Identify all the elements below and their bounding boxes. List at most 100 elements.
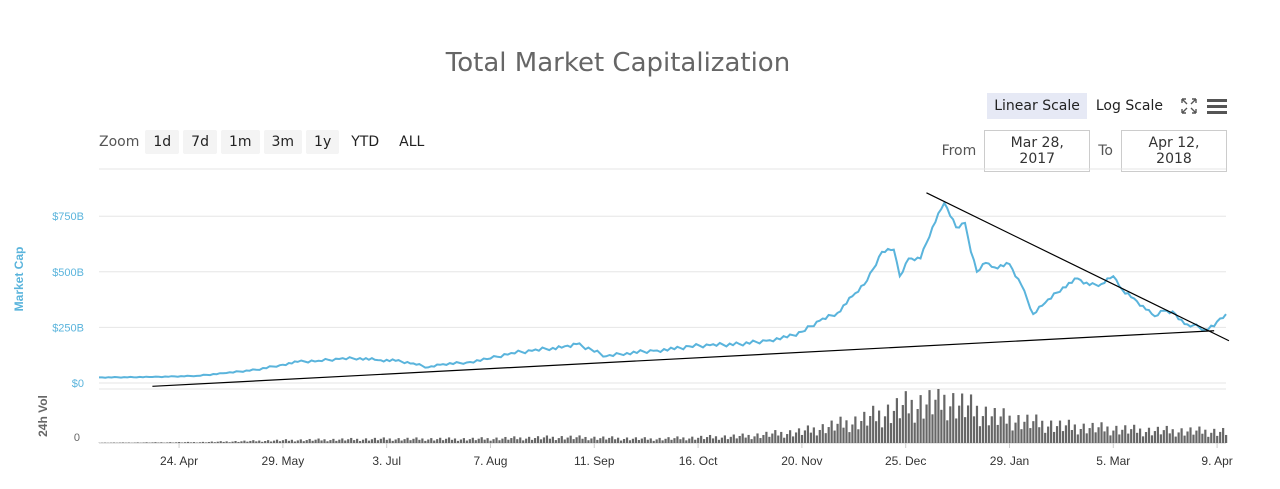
volume-bar [308, 438, 311, 443]
volume-bar [1159, 434, 1162, 443]
zoom-ytd-button[interactable]: YTD [351, 134, 380, 150]
volume-bar [975, 405, 979, 443]
volume-bar [409, 440, 412, 443]
volume-bar [771, 433, 774, 443]
volume-bar [1044, 432, 1047, 443]
volume-bar [628, 440, 632, 443]
zoom-1y-button[interactable]: 1y [306, 130, 340, 154]
volume-bar [931, 414, 934, 443]
volume-bar [741, 433, 744, 443]
volume-bar [1094, 432, 1097, 443]
volume-bar [978, 426, 982, 443]
volume-bar [566, 437, 569, 443]
volume-bar [548, 438, 551, 443]
log-scale-button[interactable]: Log Scale [1095, 98, 1163, 114]
zoom-3m-button[interactable]: 3m [263, 130, 303, 154]
volume-bar [151, 442, 154, 443]
x-tick-label: 16. Oct [679, 454, 718, 468]
volume-bar [1050, 420, 1053, 443]
y-tick-label: $500B [52, 267, 84, 279]
volume-bar [246, 441, 249, 443]
volume-bar [738, 435, 741, 443]
volume-bar [794, 432, 798, 443]
x-tick-label: 20. Nov [781, 454, 822, 468]
volume-bar [747, 434, 750, 443]
linear-scale-button[interactable]: Linear Scale [987, 93, 1087, 119]
zoom-1d-button[interactable]: 1d [145, 130, 180, 154]
y-tick-label: $250B [52, 322, 84, 334]
volume-bar [358, 441, 362, 443]
volume-bar [658, 437, 661, 443]
volume-bar [857, 429, 860, 443]
volume-bar [1106, 426, 1109, 443]
volume-bar [507, 439, 510, 443]
volume-bar [966, 405, 970, 443]
volume-bar [290, 439, 293, 443]
volume-bar [919, 395, 922, 443]
volume-bar [186, 441, 190, 443]
volume-bar [735, 438, 738, 443]
y-tick-label: $750B [52, 211, 84, 223]
volume-bar [136, 442, 139, 443]
volume-bar [1216, 435, 1219, 443]
volume-bar [436, 439, 439, 443]
volume-bar [284, 439, 288, 443]
volume-bar [219, 441, 222, 443]
volume-bar [198, 442, 202, 443]
volume-bar [593, 436, 596, 443]
volume-bar [433, 440, 436, 443]
volume-bar [806, 425, 810, 443]
volume-bar [1103, 431, 1106, 443]
volume-bar [533, 438, 537, 443]
volume-bar [993, 408, 996, 443]
volume-bar [264, 441, 267, 443]
volume-bar [703, 439, 706, 443]
volume-bar [361, 439, 365, 443]
volume-bar [370, 439, 374, 443]
volume-bar [1118, 434, 1121, 443]
zoom-all-button[interactable]: ALL [399, 134, 425, 150]
volume-bar [836, 423, 839, 443]
volume-bar [1121, 429, 1124, 443]
volume-bar [827, 427, 830, 443]
to-date-input[interactable]: Apr 12, 2018 [1121, 130, 1227, 172]
trendline [926, 192, 1230, 342]
volume-bar [723, 435, 726, 443]
volume-bar [625, 437, 629, 443]
volume-bar [287, 440, 291, 443]
volume-bar [1061, 431, 1065, 443]
volume-bar [1082, 423, 1085, 443]
volume-bar [1192, 434, 1195, 443]
volume-bar [267, 440, 270, 443]
zoom-1m-button[interactable]: 1m [220, 130, 260, 154]
volume-bar [1047, 426, 1050, 443]
volume-bar [1070, 429, 1073, 443]
volume-bar [958, 405, 961, 443]
zoom-7d-button[interactable]: 7d [183, 130, 217, 154]
volume-bar [815, 435, 818, 443]
x-tick-label: 5. Mar [1096, 454, 1130, 468]
volume-bar [231, 441, 234, 443]
volume-bar [281, 440, 285, 443]
volume-bar [614, 439, 617, 443]
volume-bar [1138, 428, 1142, 443]
volume-bar [711, 438, 715, 443]
volume-bar [640, 438, 643, 443]
volume-bar [803, 430, 807, 443]
volume-bar [842, 427, 845, 443]
volume-bar [812, 427, 815, 443]
fullscreen-icon[interactable] [1178, 95, 1200, 117]
volume-bar [350, 437, 353, 443]
volume-bar [563, 439, 566, 443]
volume-bar [774, 430, 777, 443]
volume-bar [1058, 420, 1062, 443]
from-date-input[interactable]: Mar 28, 2017 [984, 130, 1091, 172]
volume-bar [1156, 426, 1159, 443]
from-label: From [941, 143, 977, 159]
volume-bar [311, 440, 314, 443]
volume-bar [898, 418, 901, 443]
volume-bar [617, 437, 620, 443]
hamburger-menu-icon[interactable] [1206, 95, 1228, 117]
volume-bar [744, 437, 747, 443]
volume-bar [622, 438, 626, 443]
